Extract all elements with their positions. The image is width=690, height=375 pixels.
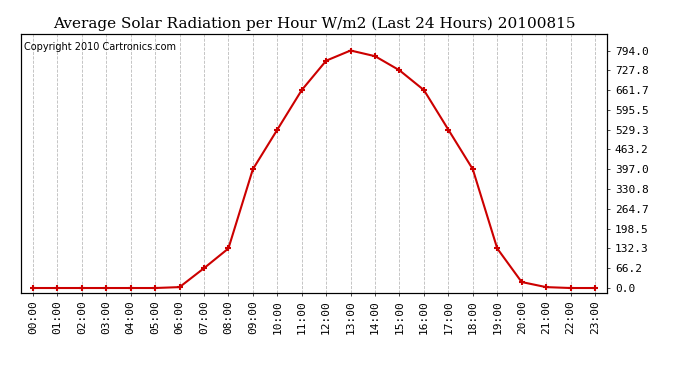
Title: Average Solar Radiation per Hour W/m2 (Last 24 Hours) 20100815: Average Solar Radiation per Hour W/m2 (L… bbox=[52, 17, 575, 31]
Text: Copyright 2010 Cartronics.com: Copyright 2010 Cartronics.com bbox=[23, 42, 176, 51]
